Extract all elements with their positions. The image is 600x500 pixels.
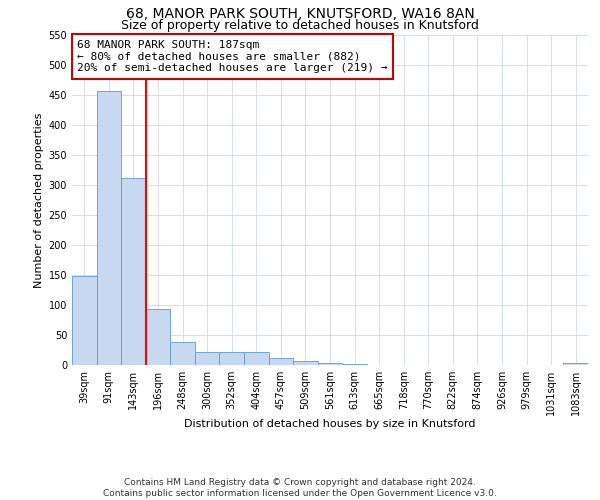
Bar [220, 352, 244, 365]
Text: Size of property relative to detached houses in Knutsford: Size of property relative to detached ho… [121, 18, 479, 32]
Y-axis label: Number of detached properties: Number of detached properties [34, 112, 44, 288]
Bar [97, 92, 121, 365]
Text: 68, MANOR PARK SOUTH, KNUTSFORD, WA16 8AN: 68, MANOR PARK SOUTH, KNUTSFORD, WA16 8A… [125, 8, 475, 22]
Bar [146, 309, 170, 365]
Bar [342, 364, 367, 365]
Bar [195, 352, 220, 365]
Bar [563, 363, 588, 365]
Bar [121, 178, 146, 365]
Bar [293, 362, 318, 365]
Bar [72, 276, 97, 365]
Text: 68 MANOR PARK SOUTH: 187sqm
← 80% of detached houses are smaller (882)
20% of se: 68 MANOR PARK SOUTH: 187sqm ← 80% of det… [77, 40, 388, 73]
Text: Contains HM Land Registry data © Crown copyright and database right 2024.
Contai: Contains HM Land Registry data © Crown c… [103, 478, 497, 498]
Bar [318, 363, 342, 365]
Bar [244, 352, 269, 365]
Bar [170, 342, 195, 365]
X-axis label: Distribution of detached houses by size in Knutsford: Distribution of detached houses by size … [184, 420, 476, 430]
Bar [269, 358, 293, 365]
